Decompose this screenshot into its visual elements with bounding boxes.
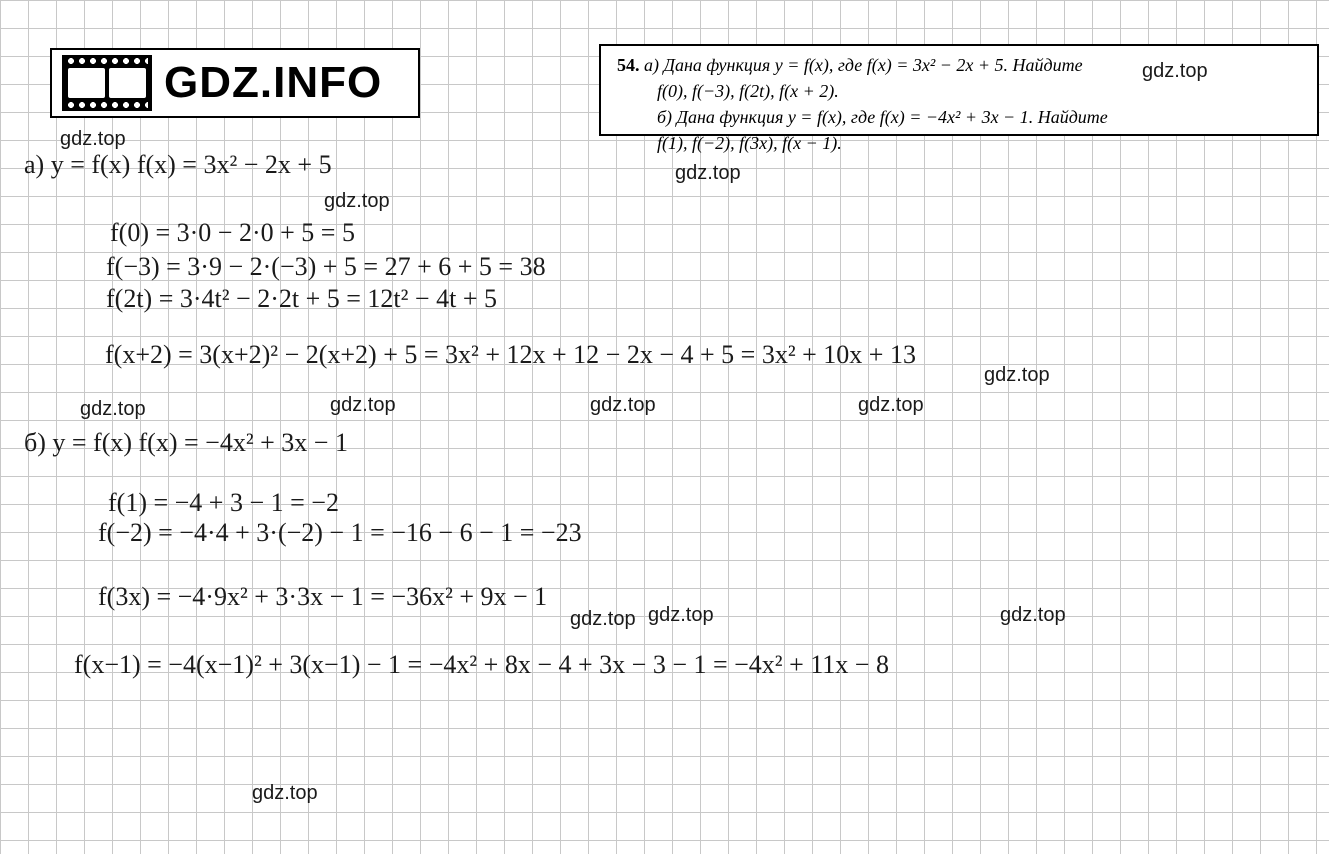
handwriting-line: f(x−1) = −4(x−1)² + 3(x−1) − 1 = −4x² + … bbox=[74, 650, 889, 680]
problem-line-b2: f(1), f(−2), f(3x), f(x − 1). bbox=[617, 130, 1301, 156]
watermark: gdz.top bbox=[648, 604, 714, 627]
watermark: gdz.top bbox=[330, 394, 396, 417]
handwriting-line: б) y = f(x) f(x) = −4x² + 3x − 1 bbox=[24, 428, 348, 458]
handwriting-line: f(−3) = 3·9 − 2·(−3) + 5 = 27 + 6 + 5 = … bbox=[106, 252, 546, 282]
watermark: gdz.top bbox=[570, 608, 636, 631]
problem-statement: 54. а) Дана функция y = f(x), где f(x) =… bbox=[599, 44, 1319, 136]
watermark: gdz.top bbox=[590, 394, 656, 417]
watermark: gdz.top bbox=[858, 394, 924, 417]
logo-box: GDZ.INFO bbox=[50, 48, 420, 118]
watermark: gdz.top bbox=[324, 190, 390, 213]
film-icon bbox=[62, 55, 152, 111]
watermark: gdz.top bbox=[60, 128, 126, 151]
handwriting-line: f(1) = −4 + 3 − 1 = −2 bbox=[108, 488, 339, 518]
handwriting-line: f(0) = 3·0 − 2·0 + 5 = 5 bbox=[110, 218, 355, 248]
watermark: gdz.top bbox=[1142, 60, 1208, 83]
watermark: gdz.top bbox=[675, 162, 741, 185]
handwriting-line: f(3x) = −4·9x² + 3·3x − 1 = −36x² + 9x −… bbox=[98, 582, 547, 612]
problem-line-a: а) Дана функция y = f(x), где f(x) = 3x²… bbox=[644, 55, 1083, 75]
watermark: gdz.top bbox=[80, 398, 146, 421]
handwriting-line: f(2t) = 3·4t² − 2·2t + 5 = 12t² − 4t + 5 bbox=[106, 284, 497, 314]
handwriting-line: а) y = f(x) f(x) = 3x² − 2x + 5 bbox=[24, 150, 332, 180]
problem-number: 54. bbox=[617, 55, 640, 75]
watermark: gdz.top bbox=[984, 364, 1050, 387]
handwriting-line: f(x+2) = 3(x+2)² − 2(x+2) + 5 = 3x² + 12… bbox=[105, 340, 916, 370]
logo-text: GDZ.INFO bbox=[164, 58, 382, 108]
watermark: gdz.top bbox=[252, 782, 318, 805]
problem-line-b: б) Дана функция y = f(x), где f(x) = −4x… bbox=[617, 104, 1301, 130]
handwriting-line: f(−2) = −4·4 + 3·(−2) − 1 = −16 − 6 − 1 … bbox=[98, 518, 582, 548]
watermark: gdz.top bbox=[1000, 604, 1066, 627]
